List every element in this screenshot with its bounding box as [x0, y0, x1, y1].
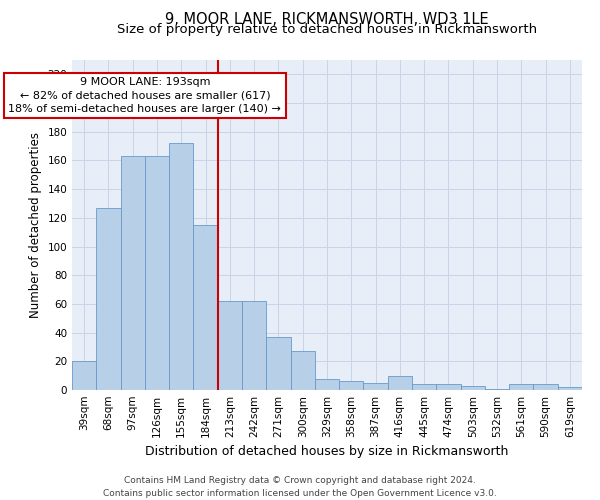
Text: 9 MOOR LANE: 193sqm
← 82% of detached houses are smaller (617)
18% of semi-detac: 9 MOOR LANE: 193sqm ← 82% of detached ho…: [8, 77, 281, 114]
Y-axis label: Number of detached properties: Number of detached properties: [29, 132, 42, 318]
Bar: [121, 156, 145, 390]
X-axis label: Distribution of detached houses by size in Rickmansworth: Distribution of detached houses by size …: [145, 446, 509, 458]
Bar: [315, 378, 339, 390]
Bar: [558, 387, 582, 390]
Bar: [145, 156, 169, 390]
Bar: [96, 208, 121, 390]
Bar: [266, 337, 290, 390]
Bar: [242, 301, 266, 390]
Bar: [364, 383, 388, 390]
Bar: [193, 225, 218, 390]
Text: Contains HM Land Registry data © Crown copyright and database right 2024.
Contai: Contains HM Land Registry data © Crown c…: [103, 476, 497, 498]
Bar: [169, 143, 193, 390]
Bar: [509, 384, 533, 390]
Bar: [218, 301, 242, 390]
Bar: [72, 362, 96, 390]
Bar: [412, 384, 436, 390]
Text: Size of property relative to detached houses in Rickmansworth: Size of property relative to detached ho…: [117, 22, 537, 36]
Bar: [485, 388, 509, 390]
Bar: [533, 384, 558, 390]
Bar: [436, 384, 461, 390]
Text: 9, MOOR LANE, RICKMANSWORTH, WD3 1LE: 9, MOOR LANE, RICKMANSWORTH, WD3 1LE: [165, 12, 489, 28]
Bar: [461, 386, 485, 390]
Bar: [339, 382, 364, 390]
Bar: [290, 352, 315, 390]
Bar: [388, 376, 412, 390]
